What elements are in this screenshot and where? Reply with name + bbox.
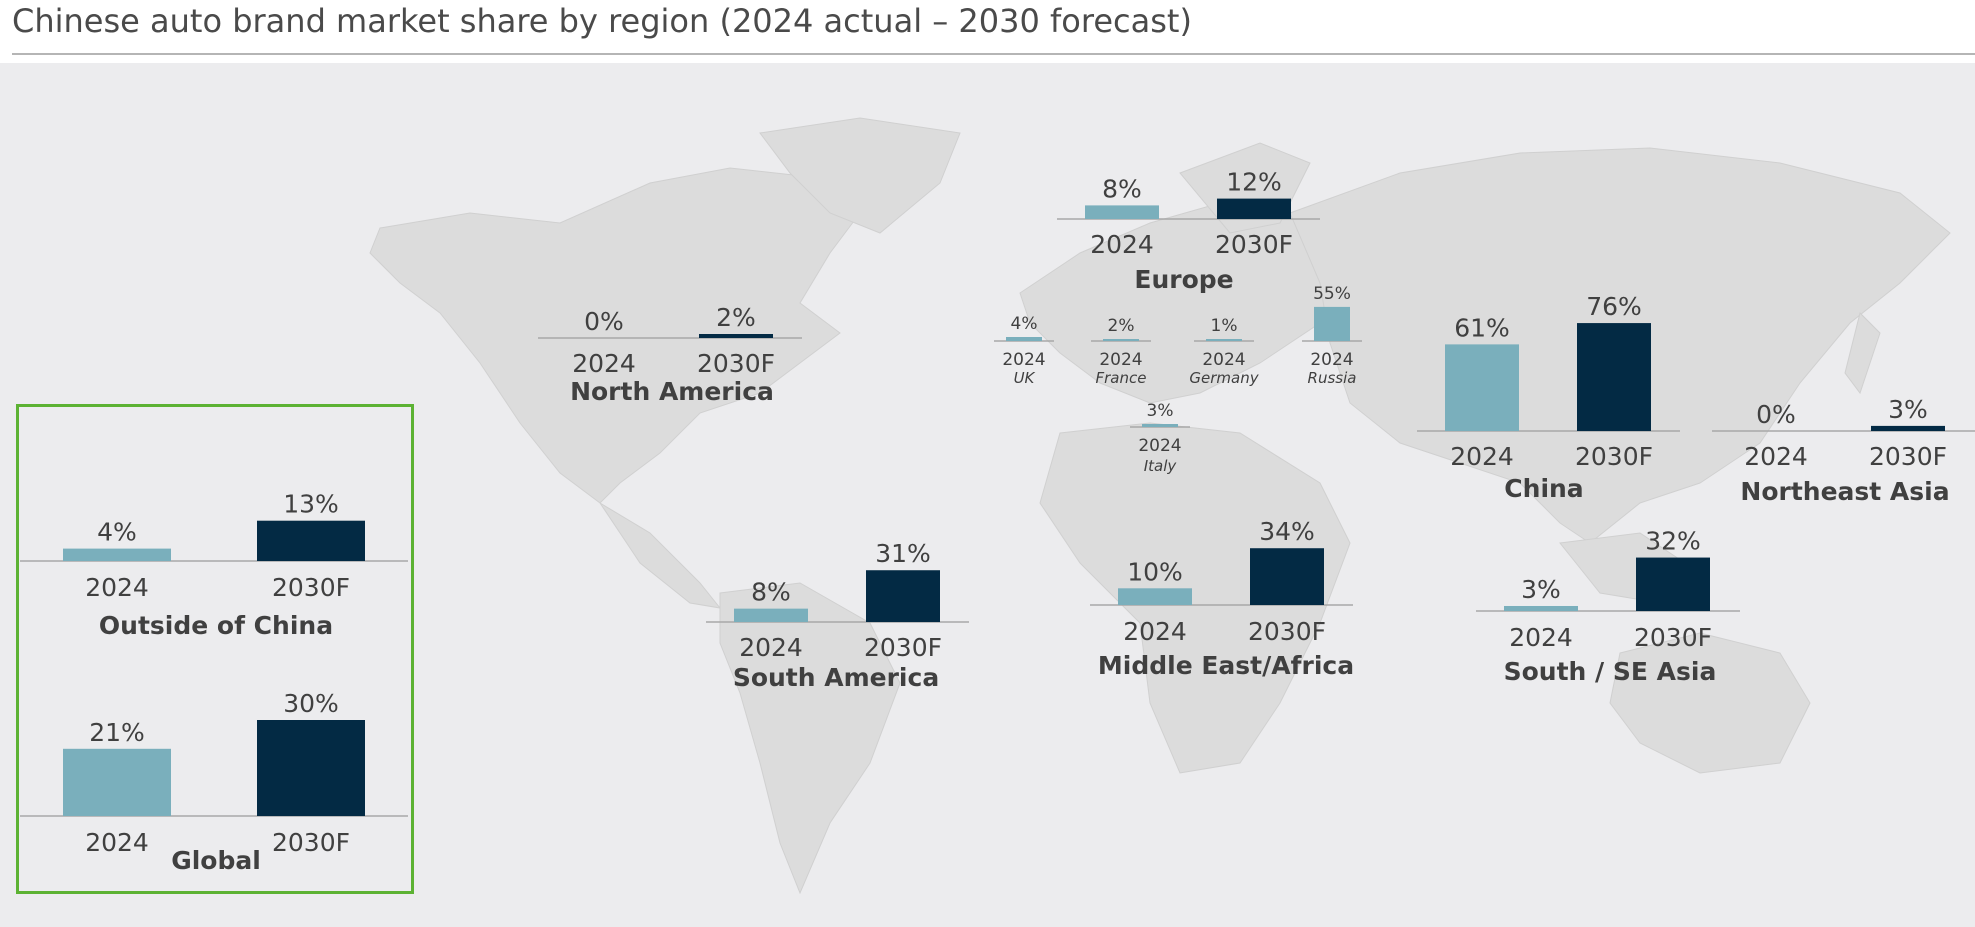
outside-of-china-bar-2030f <box>257 520 365 561</box>
north-america-category-label-2024: 2024 <box>572 349 636 378</box>
south-america-region-label: South America <box>733 663 939 692</box>
middle-east-africa-category-label-2030f: 2030F <box>1248 617 1326 646</box>
middle-east-africa-region-label: Middle East/Africa <box>1098 651 1354 680</box>
russia-category-label-2024: 2024 <box>1310 350 1353 370</box>
global-category-label-2030f: 2030F <box>272 828 350 857</box>
europe-category-label-2024: 2024 <box>1090 230 1154 259</box>
north-america-value-label-2024: 0% <box>584 307 624 336</box>
global-summary-box <box>16 404 414 894</box>
north-america-bar-2030f <box>699 334 773 338</box>
italy-value-label-2024: 3% <box>1147 401 1174 421</box>
northeast-asia-value-label-2024: 0% <box>1756 400 1796 429</box>
chart-title: Chinese auto brand market share by regio… <box>12 2 1192 40</box>
japan-landmass <box>1844 312 1881 395</box>
south-america-category-label-2024: 2024 <box>739 633 803 662</box>
global-value-label-2024: 21% <box>89 718 145 747</box>
middle-east-africa-category-label-2024: 2024 <box>1123 617 1187 646</box>
russia-bar-2024 <box>1314 306 1350 341</box>
outside-of-china-value-label-2030f: 13% <box>283 490 339 519</box>
south-se-asia-value-label-2030f: 32% <box>1645 527 1701 556</box>
northeast-asia-category-label-2024: 2024 <box>1744 442 1808 471</box>
france-category-label-2024: 2024 <box>1099 350 1142 370</box>
russia-region-label: Russia <box>1308 369 1357 387</box>
uk-value-label-2024: 4% <box>1011 314 1038 334</box>
north-america-landmass <box>369 167 861 504</box>
uk-bar-2024 <box>1006 337 1042 341</box>
italy-region-label: Italy <box>1144 457 1178 475</box>
global-bar-2024 <box>63 748 171 816</box>
russia-value-label-2024: 55% <box>1313 284 1351 304</box>
china-bar-2030f <box>1577 323 1651 431</box>
south-se-asia-bar-2024 <box>1504 605 1578 611</box>
germany-region-label: Germany <box>1189 369 1259 387</box>
northeast-asia-region-label: Northeast Asia <box>1740 477 1949 506</box>
china-value-label-2024: 61% <box>1454 313 1510 342</box>
south-america-category-label-2030f: 2030F <box>864 633 942 662</box>
northeast-asia-bar-2030f <box>1871 425 1945 431</box>
south-america-value-label-2024: 8% <box>751 578 791 607</box>
north-america-category-label-2030f: 2030F <box>697 349 775 378</box>
global-bar-2030f <box>257 720 365 816</box>
south-america-bar-2024 <box>734 608 808 622</box>
south-se-asia-value-label-2024: 3% <box>1521 575 1561 604</box>
australia-landmass <box>1609 632 1811 774</box>
europe-value-label-2030f: 12% <box>1226 168 1282 197</box>
north-america-value-label-2030f: 2% <box>716 303 756 332</box>
france-region-label: France <box>1096 369 1147 387</box>
france-value-label-2024: 2% <box>1108 316 1135 336</box>
germany-value-label-2024: 1% <box>1211 316 1238 336</box>
china-region-label: China <box>1504 474 1583 503</box>
south-se-asia-category-label-2024: 2024 <box>1509 623 1573 652</box>
outside-of-china-category-label-2030f: 2030F <box>272 573 350 602</box>
china-bar-2024 <box>1445 344 1519 431</box>
northeast-asia-category-label-2030f: 2030F <box>1869 442 1947 471</box>
middle-east-africa-bar-2030f <box>1250 548 1324 605</box>
europe-region-label: Europe <box>1134 265 1233 294</box>
china-category-label-2030f: 2030F <box>1575 442 1653 471</box>
global-value-label-2030f: 30% <box>283 689 339 718</box>
global-region-label: Global <box>171 846 261 875</box>
outside-of-china-value-label-2024: 4% <box>97 518 137 547</box>
middle-east-africa-value-label-2024: 10% <box>1127 557 1183 586</box>
south-se-asia-bar-2030f <box>1636 557 1710 611</box>
outside-of-china-region-label: Outside of China <box>99 611 333 640</box>
europe-bar-2024 <box>1085 205 1159 219</box>
south-america-bar-2030f <box>866 570 940 622</box>
outside-of-china-bar-2024 <box>63 548 171 561</box>
germany-bar-2024 <box>1206 339 1242 341</box>
italy-bar-2024 <box>1142 424 1178 427</box>
china-category-label-2024: 2024 <box>1450 442 1514 471</box>
china-value-label-2030f: 76% <box>1586 292 1642 321</box>
south-se-asia-category-label-2030f: 2030F <box>1634 623 1712 652</box>
uk-category-label-2024: 2024 <box>1002 350 1045 370</box>
europe-value-label-2024: 8% <box>1102 174 1142 203</box>
france-bar-2024 <box>1103 339 1139 341</box>
europe-category-label-2030f: 2030F <box>1215 230 1293 259</box>
greenland-landmass <box>759 117 961 234</box>
northeast-asia-value-label-2030f: 3% <box>1888 395 1928 424</box>
north-america-region-label: North America <box>570 377 774 406</box>
south-america-landmass <box>719 582 901 895</box>
outside-of-china-category-label-2024: 2024 <box>85 573 149 602</box>
middle-east-africa-bar-2024 <box>1118 588 1192 605</box>
world-map <box>369 117 1951 895</box>
germany-category-label-2024: 2024 <box>1202 350 1245 370</box>
africa-landmass <box>1039 422 1351 774</box>
europe-bar-2030f <box>1217 198 1291 219</box>
global-category-label-2024: 2024 <box>85 828 149 857</box>
middle-east-africa-value-label-2030f: 34% <box>1259 517 1315 546</box>
uk-region-label: UK <box>1014 369 1036 387</box>
italy-category-label-2024: 2024 <box>1138 436 1181 456</box>
south-america-value-label-2030f: 31% <box>875 539 931 568</box>
title-rule <box>12 53 1975 55</box>
south-se-asia-region-label: South / SE Asia <box>1504 657 1717 686</box>
